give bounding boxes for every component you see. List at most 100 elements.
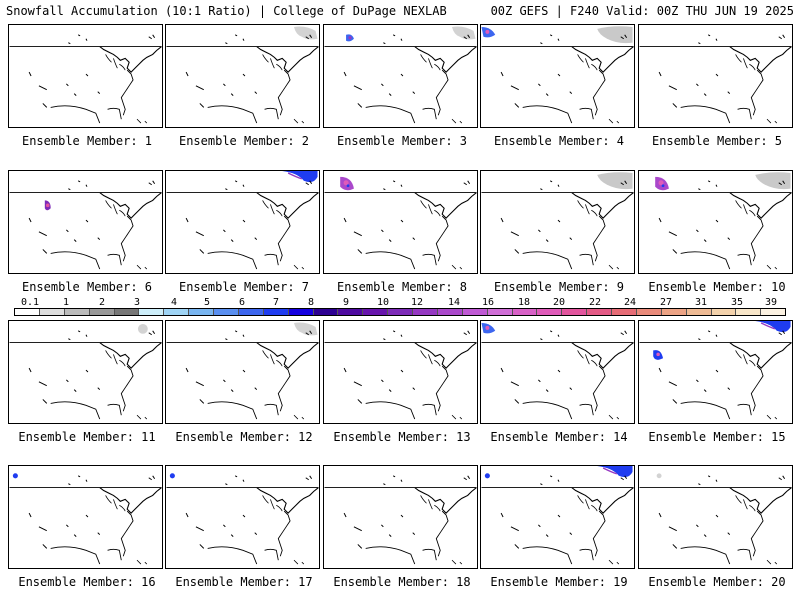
ensemble-map-14 [480, 320, 635, 424]
ensemble-member-label: Ensemble Member: 15 [648, 430, 786, 444]
ensemble-member-label: Ensemble Member: 17 [175, 575, 313, 589]
us-basemap [639, 473, 792, 565]
colorbar-swatch [64, 309, 90, 315]
ensemble-member-label: Ensemble Member: 13 [333, 430, 471, 444]
ensemble-map-9 [480, 170, 635, 274]
ensemble-map-20 [638, 465, 793, 569]
colorbar-swatch [686, 309, 712, 315]
colorbar-swatch [413, 309, 438, 315]
colorbar-swatch [89, 309, 115, 315]
us-basemap [481, 322, 634, 420]
colorbar-swatch [587, 309, 612, 315]
us-basemap [166, 473, 319, 565]
colorbar-tick-label: 24 [623, 297, 637, 308]
colorbar-tick-label: 31 [694, 297, 708, 308]
ensemble-member-label: Ensemble Member: 10 [648, 280, 786, 294]
colorbar-swatch [612, 309, 637, 315]
colorbar-tick-label: 0.1 [20, 297, 40, 308]
us-basemap [324, 475, 477, 565]
colorbar-swatch [437, 309, 463, 315]
ensemble-map-3 [323, 24, 478, 128]
colorbar-swatch [139, 309, 165, 315]
ensemble-member-label: Ensemble Member: 1 [21, 134, 153, 148]
colorbar-swatch [39, 309, 65, 315]
colorbar-swatch [487, 309, 513, 315]
ensemble-map-18 [323, 465, 478, 569]
us-basemap [166, 171, 319, 270]
ensemble-member-label: Ensemble Member: 5 [651, 134, 783, 148]
colorbar-tick-label: 39 [764, 297, 778, 308]
ensemble-map-10 [638, 170, 793, 274]
ensemble-member-label: Ensemble Member: 3 [336, 134, 468, 148]
ensemble-member-label: Ensemble Member: 4 [493, 134, 625, 148]
ensemble-map-17 [165, 465, 320, 569]
ensemble-map-1 [8, 24, 163, 128]
ensemble-member-label: Ensemble Member: 8 [336, 280, 468, 294]
us-basemap [639, 321, 792, 420]
colorbar-swatch [562, 309, 588, 315]
model-run-info: 00Z GEFS | F240 Valid: 00Z THU JUN 19 20… [490, 4, 794, 18]
ensemble-member-label: Ensemble Member: 16 [18, 575, 156, 589]
colorbar-tick-label: 10 [376, 297, 390, 308]
snowfall-colorbar [14, 308, 786, 316]
colorbar-tick-label: 20 [552, 297, 566, 308]
colorbar-tick-label: 16 [481, 297, 495, 308]
colorbar-swatch [338, 309, 364, 315]
ensemble-member-label: Ensemble Member: 19 [490, 575, 628, 589]
ensemble-map-6 [8, 170, 163, 274]
colorbar-swatch [636, 309, 662, 315]
colorbar-swatch [388, 309, 413, 315]
ensemble-member-label: Ensemble Member: 12 [175, 430, 313, 444]
colorbar-swatch [462, 309, 488, 315]
ensemble-map-4 [480, 24, 635, 128]
us-basemap [324, 26, 477, 124]
us-basemap [9, 34, 162, 124]
us-basemap [481, 172, 634, 270]
ensemble-member-label: Ensemble Member: 11 [18, 430, 156, 444]
colorbar-tick-label: 1 [62, 297, 70, 308]
colorbar-swatch [189, 309, 214, 315]
colorbar-labels: 0.1 1 2 3 4 5 6 7 8 9 10 12 14 16 18 20 22 24 27 31 35 39 [14, 297, 786, 309]
us-basemap [481, 466, 634, 565]
colorbar-swatch [313, 309, 339, 315]
us-basemap [324, 176, 477, 270]
colorbar-tick-label: 7 [272, 297, 280, 308]
ensemble-member-label: Ensemble Member: 9 [493, 280, 625, 294]
colorbar-tick-label: 18 [517, 297, 531, 308]
us-basemap [9, 473, 162, 565]
ensemble-member-label: Ensemble Member: 14 [490, 430, 628, 444]
colorbar-tick-label: 27 [659, 297, 673, 308]
colorbar-tick-label: 12 [410, 297, 424, 308]
ensemble-map-19 [480, 465, 635, 569]
ensemble-map-7 [165, 170, 320, 274]
colorbar-swatch [238, 309, 264, 315]
us-basemap [166, 26, 319, 124]
colorbar-tick-label: 22 [588, 297, 602, 308]
ensemble-map-5 [638, 24, 793, 128]
colorbar-swatch [214, 309, 239, 315]
colorbar-swatch [15, 309, 40, 315]
ensemble-member-label: Ensemble Member: 6 [21, 280, 153, 294]
ensemble-member-label: Ensemble Member: 20 [648, 575, 786, 589]
us-basemap [9, 323, 162, 420]
ensemble-map-16 [8, 465, 163, 569]
colorbar-tick-label: 8 [307, 297, 315, 308]
chart-title: Snowfall Accumulation (10:1 Ratio) | Col… [6, 4, 447, 18]
us-basemap [9, 180, 162, 270]
colorbar-tick-label: 2 [98, 297, 106, 308]
ensemble-member-label: Ensemble Member: 18 [333, 575, 471, 589]
ensemble-member-label: Ensemble Member: 2 [178, 134, 310, 148]
colorbar-swatch [114, 309, 140, 315]
ensemble-map-12 [165, 320, 320, 424]
ensemble-map-15 [638, 320, 793, 424]
colorbar-tick-label: 35 [730, 297, 744, 308]
colorbar-swatch [263, 309, 289, 315]
colorbar-swatch [761, 309, 786, 315]
colorbar-swatch [661, 309, 687, 315]
colorbar-swatch [537, 309, 563, 315]
us-basemap [324, 330, 477, 420]
colorbar-tick-label: 14 [447, 297, 461, 308]
colorbar-tick-label: 5 [203, 297, 211, 308]
ensemble-map-13 [323, 320, 478, 424]
colorbar-swatch [711, 309, 737, 315]
